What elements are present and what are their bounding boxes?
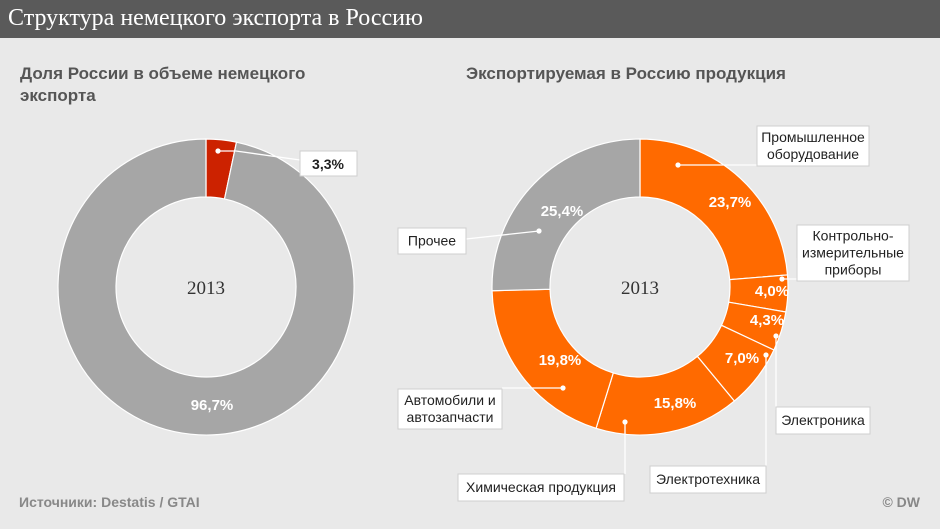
page-title: Структура немецкого экспорта в Россию bbox=[8, 5, 423, 31]
left-callout-0-box bbox=[299, 150, 358, 177]
right-callout-1-line-2: приборы bbox=[825, 262, 882, 278]
right-callout-5-line-0: Автомобили и bbox=[404, 392, 495, 408]
right-leader-6 bbox=[465, 230, 540, 240]
right-callout-4: Химическая продукция bbox=[466, 479, 616, 495]
right-leader-1-dot bbox=[779, 276, 785, 282]
right-value-label-6: 25,4% bbox=[541, 203, 584, 220]
right-leader-0-dot bbox=[675, 162, 681, 168]
right-callout-2: Электроника bbox=[781, 412, 865, 428]
right-leader-4-dot bbox=[622, 419, 628, 425]
right-center-year: 2013 bbox=[621, 278, 659, 299]
right-callout-0-line-1: оборудование bbox=[767, 146, 859, 162]
right-slice-0 bbox=[639, 138, 789, 281]
right-leader-6-dot bbox=[536, 228, 542, 234]
right-slice-6 bbox=[491, 138, 641, 292]
right-leader-3-dot bbox=[763, 352, 769, 358]
right-value-label-0: 23,7% bbox=[709, 194, 752, 211]
right-callout-6-box bbox=[397, 227, 467, 255]
right-callout-1-line-0: Контрольно- bbox=[813, 228, 894, 244]
right-callout-6: Прочее bbox=[408, 233, 456, 249]
left-center-year: 2013 bbox=[187, 278, 225, 299]
right-callout-5-line-1: автозапчасти bbox=[407, 409, 494, 425]
left-leader-0-dot bbox=[215, 148, 221, 154]
left-callout-0-label: 3,3% bbox=[312, 156, 344, 172]
right-value-label-3: 7,0% bbox=[725, 350, 759, 367]
left-value-label-1: 96,7% bbox=[191, 397, 234, 414]
brand-logo: © DW bbox=[882, 494, 920, 510]
source-note: Источники: Destatis / GTAI bbox=[19, 494, 200, 510]
title-bar: Структура немецкого экспорта в Россию bbox=[0, 0, 940, 38]
right-chart-title: Экспортируемая в Россию продукция bbox=[466, 64, 786, 83]
right-leader-5-dot bbox=[560, 385, 566, 391]
right-callout-3-box bbox=[649, 465, 767, 494]
left-leader-0 bbox=[218, 150, 301, 161]
right-callout-2-box bbox=[775, 406, 871, 435]
right-callout-1-box bbox=[796, 224, 910, 282]
right-callout-0-line-0: Промышленное bbox=[761, 129, 865, 145]
left-chart-title: Доля России в объеме немецкого экспорта bbox=[20, 64, 306, 105]
right-callout-5-box bbox=[397, 388, 503, 430]
right-value-label-2: 4,3% bbox=[750, 312, 784, 329]
left-slice-1 bbox=[57, 138, 355, 436]
right-leader-2-dot bbox=[773, 333, 779, 339]
right-value-label-4: 15,8% bbox=[654, 395, 697, 412]
right-value-label-5: 19,8% bbox=[539, 352, 582, 369]
right-callout-1-line-1: измерительные bbox=[802, 245, 904, 261]
right-value-label-1: 4,0% bbox=[755, 283, 789, 300]
right-callout-0-box bbox=[756, 125, 870, 167]
right-callout-3: Электротехника bbox=[656, 471, 760, 487]
right-callout-4-box bbox=[457, 473, 625, 502]
